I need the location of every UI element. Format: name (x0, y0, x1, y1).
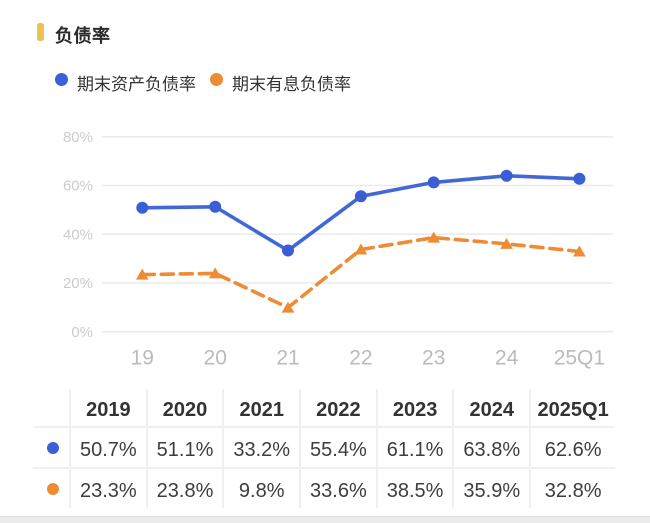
svg-text:20: 20 (204, 347, 227, 370)
svg-text:0%: 0% (71, 324, 93, 341)
svg-text:40%: 40% (63, 226, 93, 243)
svg-text:80%: 80% (63, 129, 93, 146)
svg-text:23: 23 (422, 347, 445, 370)
svg-text:22: 22 (349, 347, 372, 370)
svg-text:25Q1: 25Q1 (554, 347, 605, 370)
svg-text:19: 19 (131, 347, 154, 370)
svg-text:24: 24 (495, 347, 519, 370)
svg-text:20%: 20% (63, 275, 93, 292)
svg-text:21: 21 (276, 347, 299, 370)
svg-text:60%: 60% (63, 178, 93, 195)
